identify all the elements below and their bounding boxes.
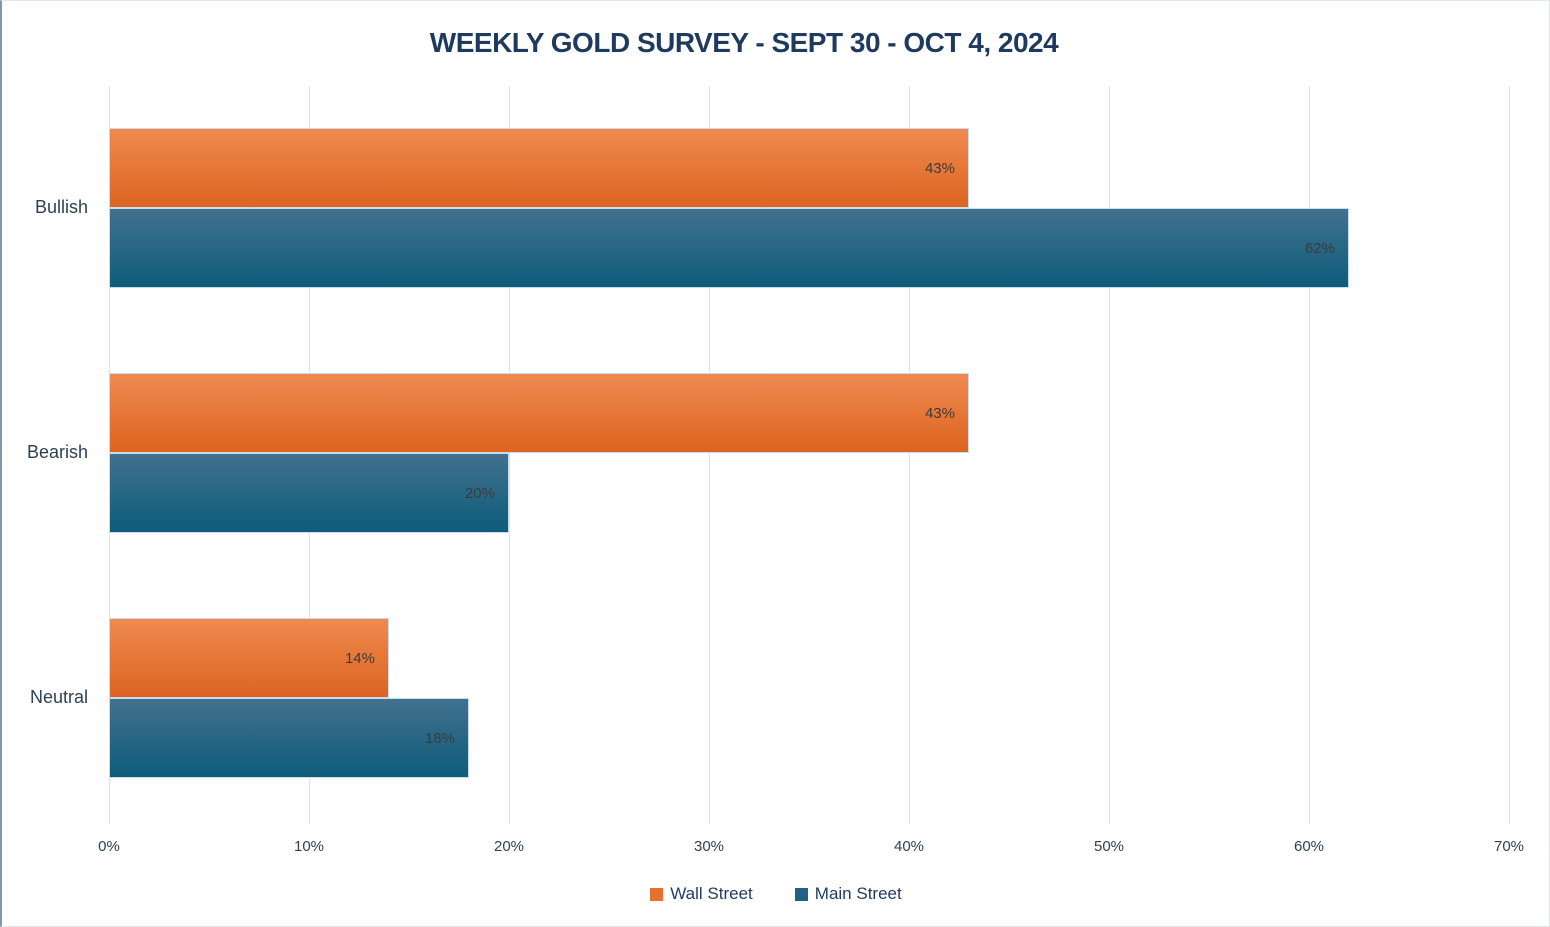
legend-item-main-street: Main Street (794, 884, 902, 904)
bar-main-street-bullish: 62% (109, 208, 1349, 288)
legend-swatch-icon-main-street (794, 887, 808, 901)
data-label-main-street-bearish: 20% (464, 484, 495, 502)
data-label-wall-street-bearish: 43% (924, 404, 955, 422)
chart-title: WEEKLY GOLD SURVEY - SEPT 30 - OCT 4, 20… (429, 27, 1059, 58)
legend-label-wall-street: Wall Street (670, 884, 753, 903)
bar-main-street-bearish: 20% (109, 453, 509, 533)
gridline (1509, 86, 1510, 824)
bar-main-street-neutral: 18% (109, 698, 469, 778)
data-label-main-street-neutral: 18% (424, 729, 455, 747)
category-label-bullish: Bullish (34, 197, 88, 217)
plot-area: 43% 62% 43% 20% 14% 18% (109, 86, 1510, 824)
gridline (509, 86, 510, 824)
gridline (709, 86, 710, 824)
gridline (1309, 86, 1310, 824)
x-axis-tick-label: 0% (98, 838, 120, 855)
category-label-bearish: Bearish (26, 442, 88, 462)
legend: Wall Street Main Street (2, 884, 1550, 904)
gridline (909, 86, 910, 824)
legend-label-main-street: Main Street (814, 884, 902, 903)
data-label-main-street-bullish: 62% (1304, 239, 1335, 257)
x-axis-tick-label: 60% (1293, 838, 1325, 855)
bar-wall-street-bearish: 43% (109, 373, 969, 453)
x-axis-tick-label: 70% (1493, 838, 1525, 855)
data-label-wall-street-bullish: 43% (924, 159, 955, 177)
x-axis-tick-label: 10% (293, 838, 325, 855)
data-label-wall-street-neutral: 14% (344, 649, 375, 667)
bar-wall-street-bullish: 43% (109, 128, 969, 208)
gridline (1109, 86, 1110, 824)
legend-item-wall-street: Wall Street (650, 884, 753, 904)
x-axis-tick-label: 20% (493, 838, 525, 855)
x-axis-tick-label: 40% (893, 838, 925, 855)
bar-wall-street-neutral: 14% (109, 618, 389, 698)
x-axis-tick-label: 30% (693, 838, 725, 855)
category-label-neutral: Neutral (29, 687, 88, 707)
x-axis-tick-label: 50% (1093, 838, 1125, 855)
legend-swatch-icon-wall-street (650, 887, 664, 901)
